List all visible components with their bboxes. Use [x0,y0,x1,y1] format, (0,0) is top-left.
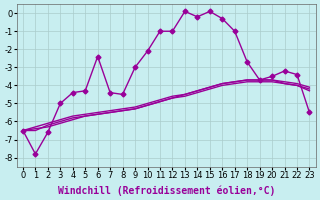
X-axis label: Windchill (Refroidissement éolien,°C): Windchill (Refroidissement éolien,°C) [58,185,275,196]
